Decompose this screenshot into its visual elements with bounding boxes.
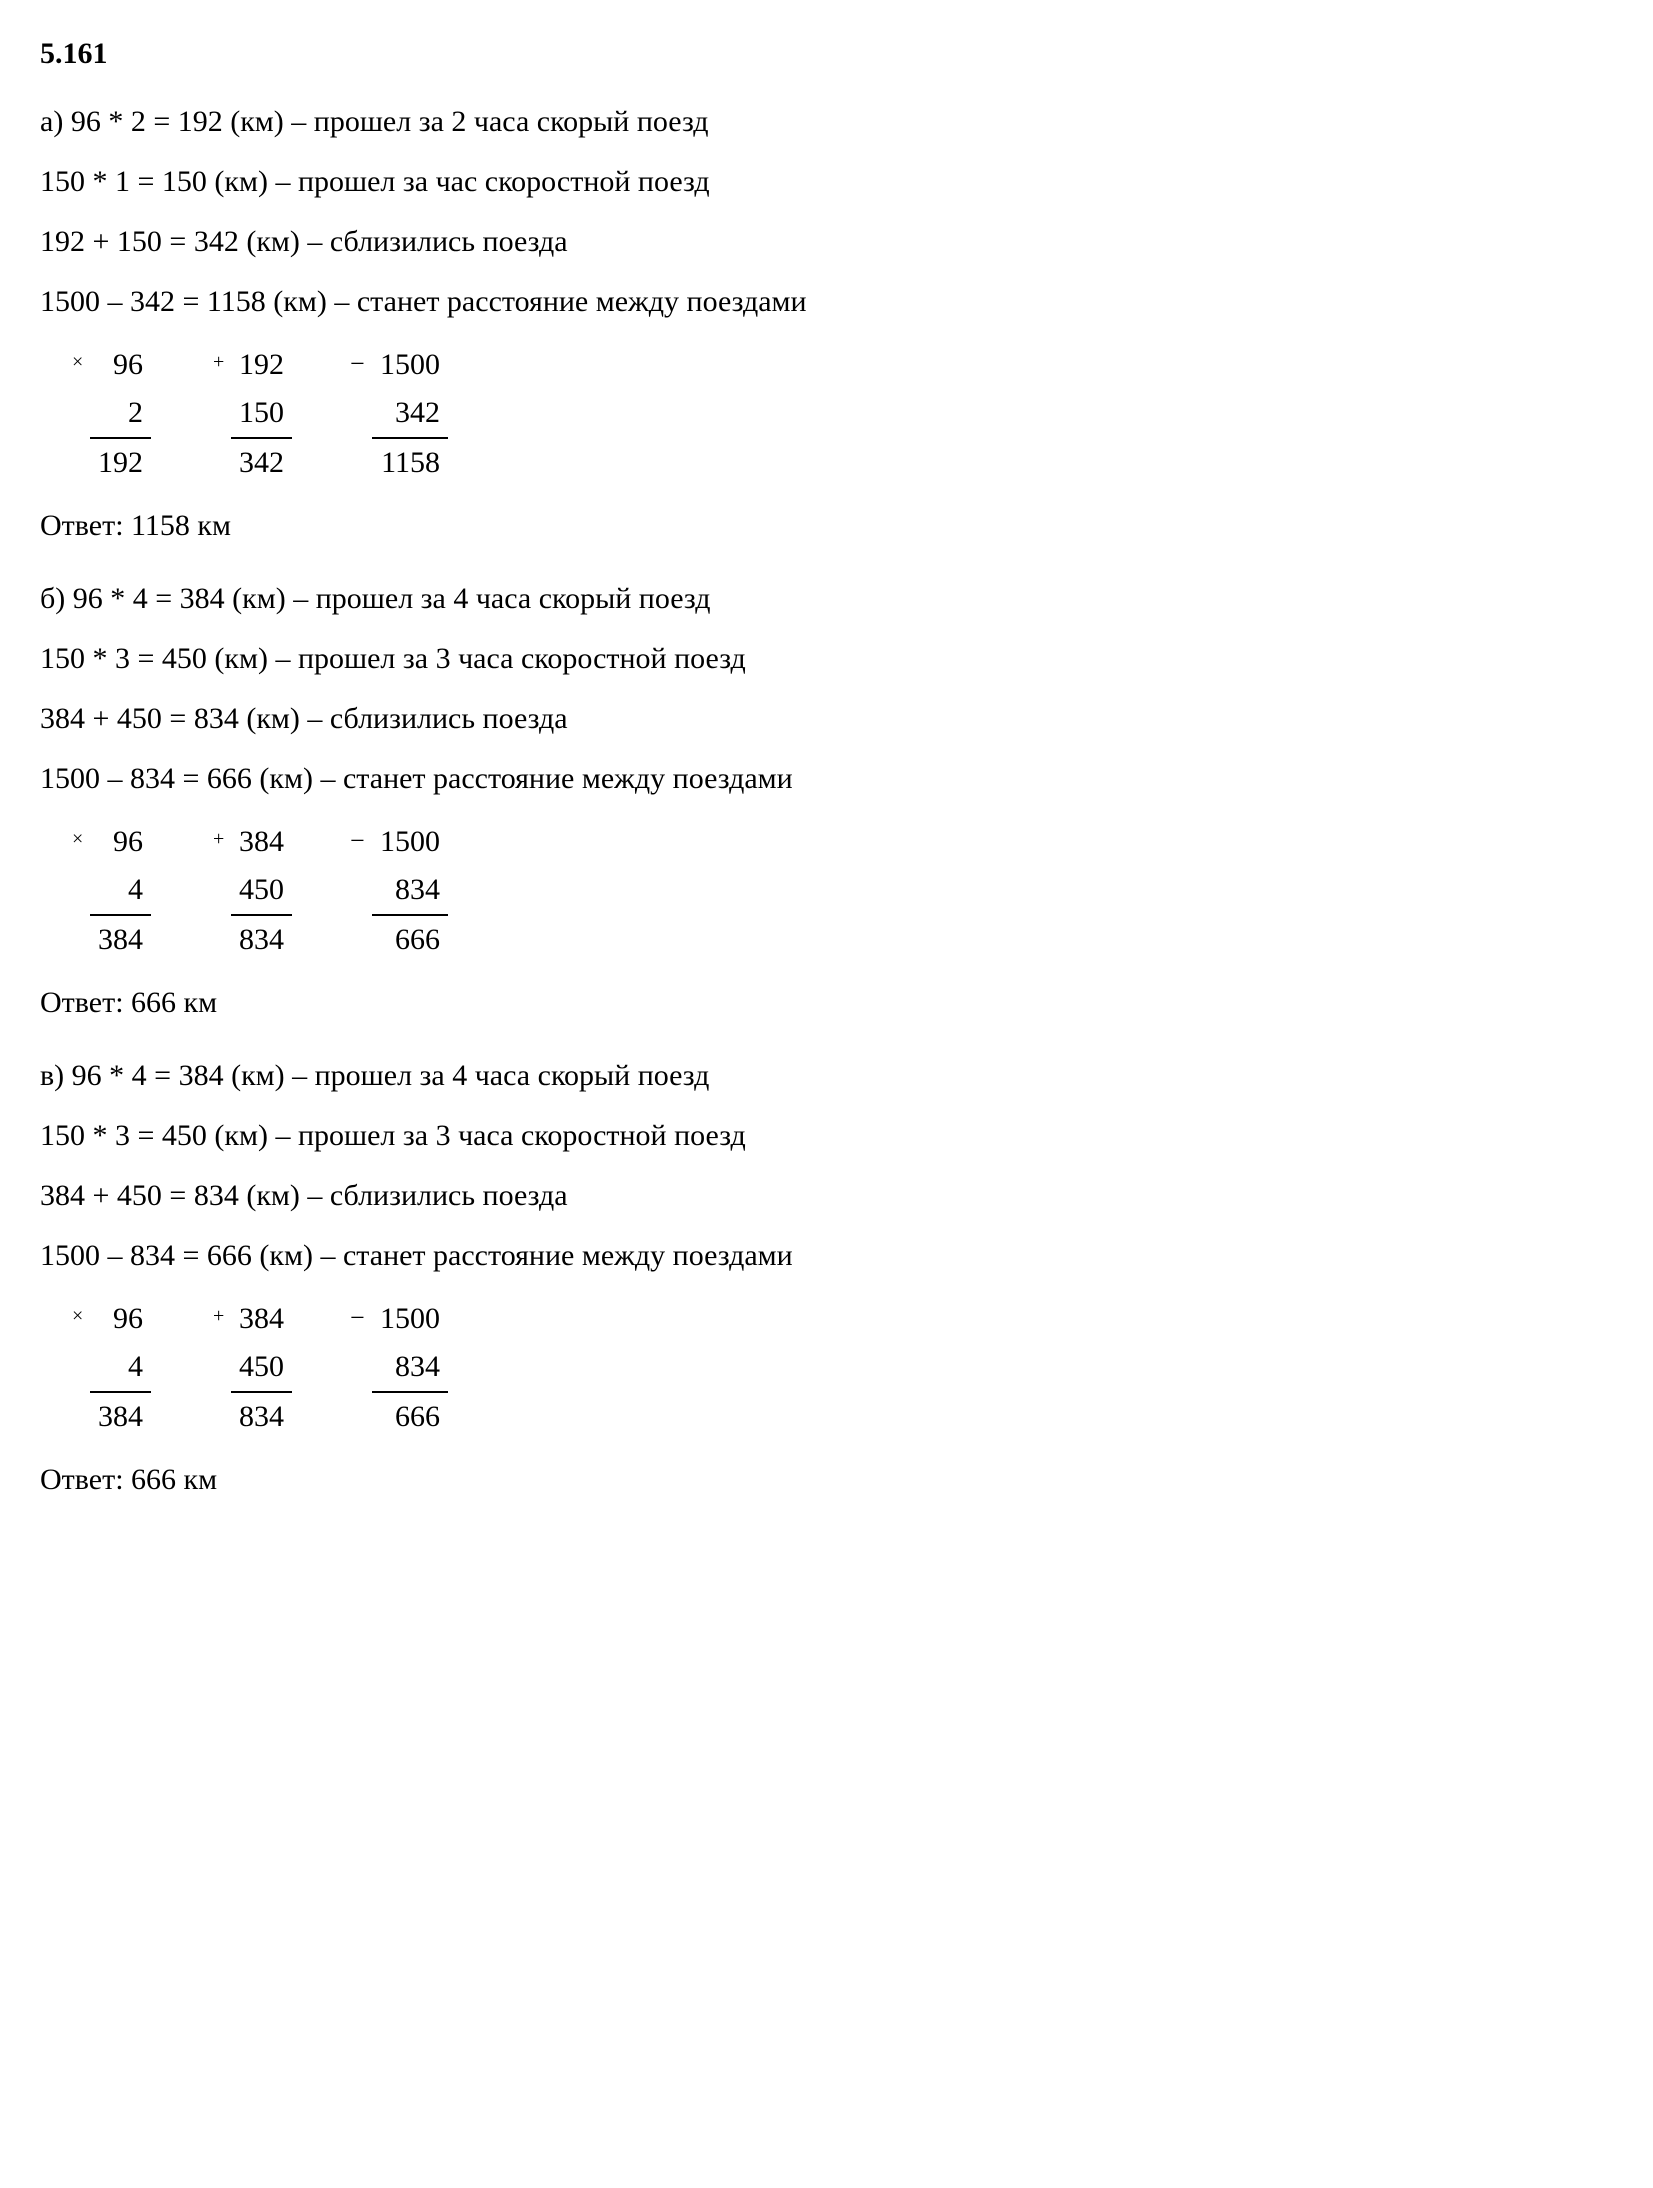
label-b: б)	[40, 582, 65, 615]
section-b-line4: 1500 – 834 = 666 (км) – станет расстояни…	[40, 755, 1613, 803]
calc-c2-bottom: 450	[231, 1343, 292, 1393]
section-b-line1: б) 96 * 4 = 384 (км) – прошел за 4 часа …	[40, 575, 1613, 623]
column-calc-b3: −1500 834 666	[372, 818, 448, 964]
operator-mult-icon: ×	[72, 1300, 83, 1332]
column-calc-a1: ×96 2 192	[90, 341, 151, 487]
calc-a1-top: 96	[113, 348, 143, 381]
calc-row-b: ×96 4 384 +384 450 834 −1500 834 666	[90, 818, 1613, 964]
section-a-line1: а) 96 * 2 = 192 (км) – прошел за 2 часа …	[40, 98, 1613, 146]
column-calc-c3: −1500 834 666	[372, 1295, 448, 1441]
label-a: а)	[40, 105, 63, 138]
operator-minus-icon: −	[350, 343, 365, 385]
operator-plus-icon: +	[213, 1300, 224, 1332]
calc-c1-top: 96	[113, 1302, 143, 1335]
calc-b1-top: 96	[113, 825, 143, 858]
section-c-line2: 150 * 3 = 450 (км) – прошел за 3 часа ск…	[40, 1112, 1613, 1160]
answer-a: Ответ: 1158 км	[40, 502, 1613, 550]
section-a-line4: 1500 – 342 = 1158 (км) – станет расстоян…	[40, 278, 1613, 326]
calc-c3-top: 1500	[380, 1302, 440, 1335]
column-calc-c2: +384 450 834	[231, 1295, 292, 1441]
calc-a3-result: 1158	[372, 439, 448, 487]
calc-a1-bottom: 2	[90, 389, 151, 439]
calc-b1-result: 384	[90, 916, 151, 964]
calc-c2-top: 384	[239, 1302, 284, 1335]
column-calc-b2: +384 450 834	[231, 818, 292, 964]
column-calc-a2: +192 150 342	[231, 341, 292, 487]
operator-plus-icon: +	[213, 823, 224, 855]
calc-c1-bottom: 4	[90, 1343, 151, 1393]
section-b-line3: 384 + 450 = 834 (км) – сблизились поезда	[40, 695, 1613, 743]
answer-c: Ответ: 666 км	[40, 1456, 1613, 1504]
calc-c2-result: 834	[231, 1393, 292, 1441]
problem-number: 5.161	[40, 30, 1613, 78]
calc-row-c: ×96 4 384 +384 450 834 −1500 834 666	[90, 1295, 1613, 1441]
section-b-line2: 150 * 3 = 450 (км) – прошел за 3 часа ск…	[40, 635, 1613, 683]
calc-c1-result: 384	[90, 1393, 151, 1441]
calc-a3-bottom: 342	[372, 389, 448, 439]
operator-mult-icon: ×	[72, 346, 83, 378]
section-c-line1: в) 96 * 4 = 384 (км) – прошел за 4 часа …	[40, 1052, 1613, 1100]
calc-a3-top: 1500	[380, 348, 440, 381]
text-b1: 96 * 4 = 384 (км) – прошел за 4 часа ско…	[73, 582, 711, 615]
calc-a2-result: 342	[231, 439, 292, 487]
calc-b3-top: 1500	[380, 825, 440, 858]
column-calc-a3: −1500 342 1158	[372, 341, 448, 487]
label-c: в)	[40, 1059, 64, 1092]
answer-b: Ответ: 666 км	[40, 979, 1613, 1027]
column-calc-c1: ×96 4 384	[90, 1295, 151, 1441]
calc-b2-bottom: 450	[231, 866, 292, 916]
operator-mult-icon: ×	[72, 823, 83, 855]
calc-a2-bottom: 150	[231, 389, 292, 439]
text-c1: 96 * 4 = 384 (км) – прошел за 4 часа ско…	[72, 1059, 710, 1092]
calc-b2-top: 384	[239, 825, 284, 858]
calc-row-a: ×96 2 192 +192 150 342 −1500 342 1158	[90, 341, 1613, 487]
text-a1: 96 * 2 = 192 (км) – прошел за 2 часа ско…	[71, 105, 709, 138]
operator-minus-icon: −	[350, 1297, 365, 1339]
operator-minus-icon: −	[350, 820, 365, 862]
calc-b1-bottom: 4	[90, 866, 151, 916]
calc-c3-bottom: 834	[372, 1343, 448, 1393]
section-c-line4: 1500 – 834 = 666 (км) – станет расстояни…	[40, 1232, 1613, 1280]
section-a-line3: 192 + 150 = 342 (км) – сблизились поезда	[40, 218, 1613, 266]
section-c-line3: 384 + 450 = 834 (км) – сблизились поезда	[40, 1172, 1613, 1220]
section-a-line2: 150 * 1 = 150 (км) – прошел за час скоро…	[40, 158, 1613, 206]
calc-b3-result: 666	[372, 916, 448, 964]
calc-b2-result: 834	[231, 916, 292, 964]
calc-a2-top: 192	[239, 348, 284, 381]
operator-plus-icon: +	[213, 346, 224, 378]
calc-c3-result: 666	[372, 1393, 448, 1441]
calc-a1-result: 192	[90, 439, 151, 487]
calc-b3-bottom: 834	[372, 866, 448, 916]
column-calc-b1: ×96 4 384	[90, 818, 151, 964]
